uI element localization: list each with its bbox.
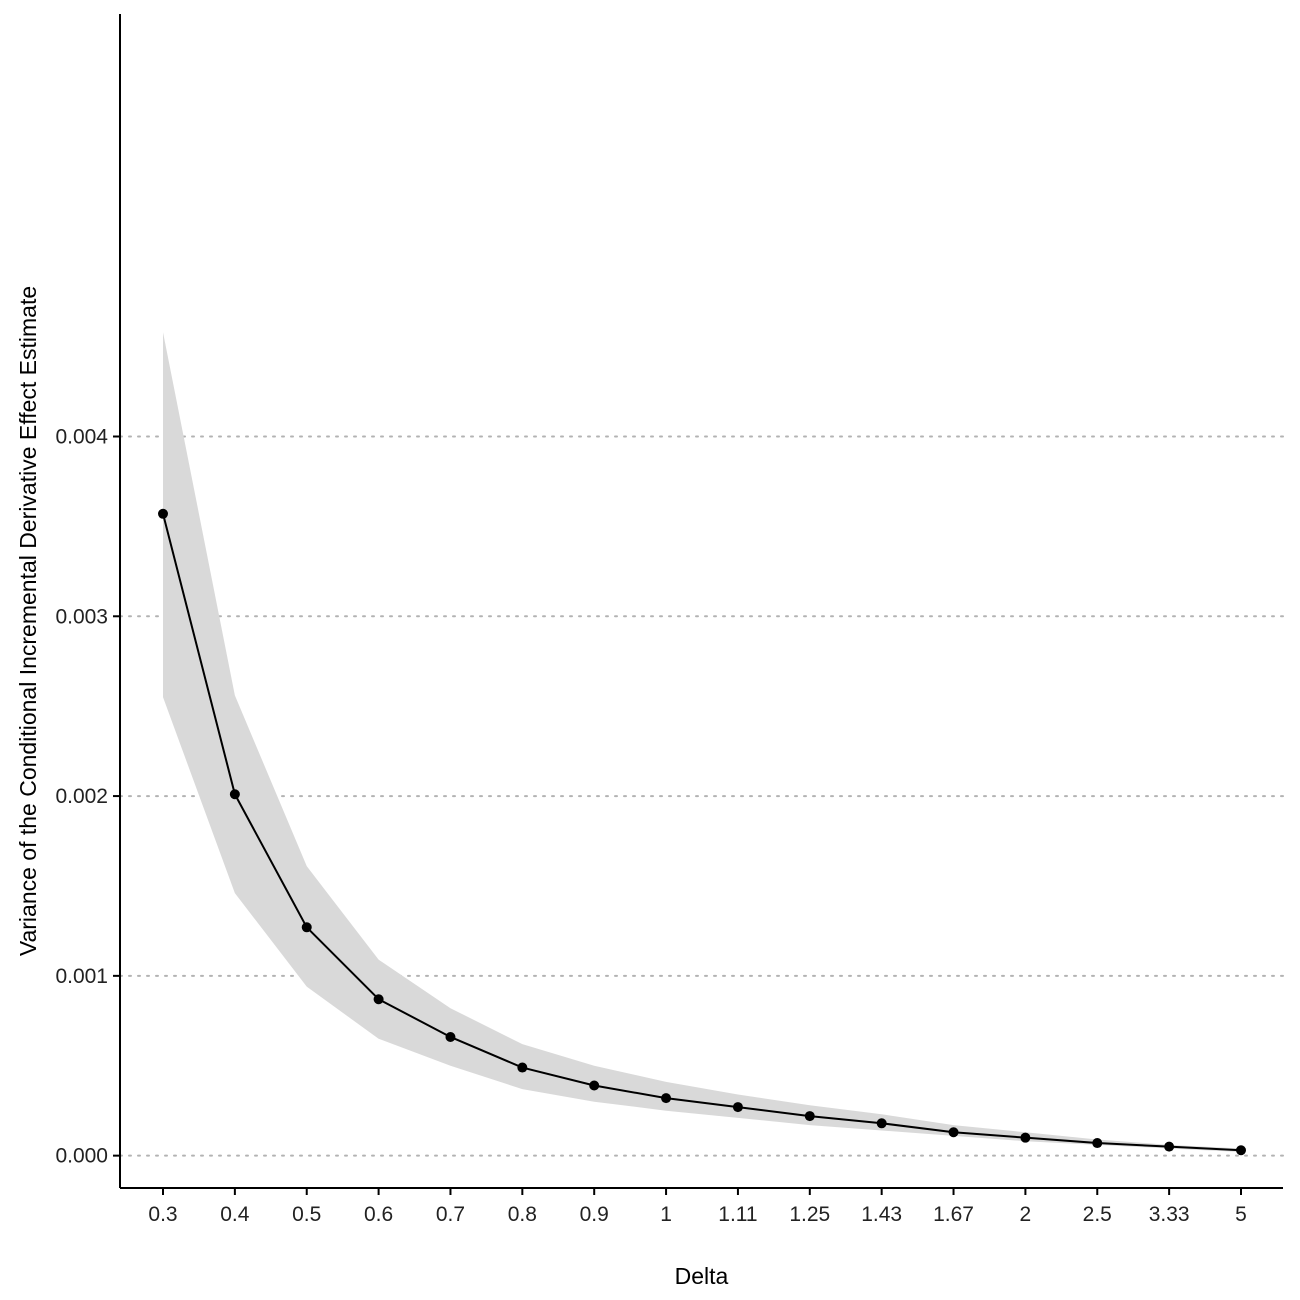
- data-point: [1164, 1141, 1175, 1152]
- confidence-ribbon: [163, 332, 1241, 1153]
- x-tick-label: 0.3: [148, 1203, 177, 1226]
- x-tick-label: 0.4: [220, 1203, 250, 1226]
- y-tick-label: 0.004: [55, 425, 108, 448]
- x-axis-title: Delta: [675, 1263, 729, 1289]
- data-point: [1236, 1145, 1246, 1156]
- y-axis-title: Variance of the Conditional Incremental …: [15, 286, 41, 956]
- data-point: [445, 1031, 456, 1042]
- series-line: [162, 513, 1242, 1152]
- data-point: [661, 1093, 672, 1104]
- x-axis-ticks: 0.3 0.4 0.5 0.6 0.7 0.8 0.9 1 1.11 1.25 1.43 1.67 2 2…: [148, 1188, 1247, 1226]
- x-tick-label: 1.11: [718, 1203, 757, 1226]
- x-tick-label: 0.8: [508, 1203, 537, 1226]
- y-tick-label: 0.003: [55, 605, 108, 628]
- x-tick-label: 2: [1020, 1203, 1032, 1226]
- x-tick-label: 0.6: [364, 1203, 393, 1226]
- x-tick-label: 1: [660, 1203, 672, 1226]
- axes: [119, 14, 1283, 1189]
- data-point: [804, 1111, 815, 1122]
- x-tick-label: 1.67: [933, 1203, 974, 1226]
- data-point: [517, 1062, 528, 1073]
- data-point: [158, 508, 168, 519]
- x-tick-label: 2.5: [1083, 1203, 1112, 1226]
- data-point: [876, 1118, 887, 1129]
- data-point: [373, 994, 384, 1005]
- y-tick-label: 0.000: [55, 1145, 108, 1168]
- data-point: [948, 1127, 959, 1138]
- x-tick-label: 1.43: [861, 1203, 902, 1226]
- grid-lines: [119, 435, 1284, 1157]
- data-points: [158, 508, 1246, 1156]
- data-point: [732, 1102, 743, 1113]
- x-tick-label: 0.9: [580, 1203, 609, 1226]
- x-tick-label: 0.5: [292, 1203, 321, 1226]
- data-point: [589, 1080, 600, 1091]
- y-tick-label: 0.001: [55, 965, 108, 988]
- x-tick-label: 3.33: [1149, 1203, 1190, 1226]
- data-point: [1020, 1132, 1031, 1143]
- data-point: [1092, 1138, 1103, 1149]
- data-point: [229, 789, 240, 800]
- x-tick-label: 0.7: [436, 1203, 465, 1226]
- x-tick-label: 1.25: [789, 1203, 830, 1226]
- y-tick-label: 0.002: [55, 785, 108, 808]
- x-tick-label: 5: [1235, 1203, 1247, 1226]
- data-point: [301, 922, 312, 933]
- y-axis-ticks: 0.000 0.001 0.002 0.003 0.004: [55, 425, 120, 1168]
